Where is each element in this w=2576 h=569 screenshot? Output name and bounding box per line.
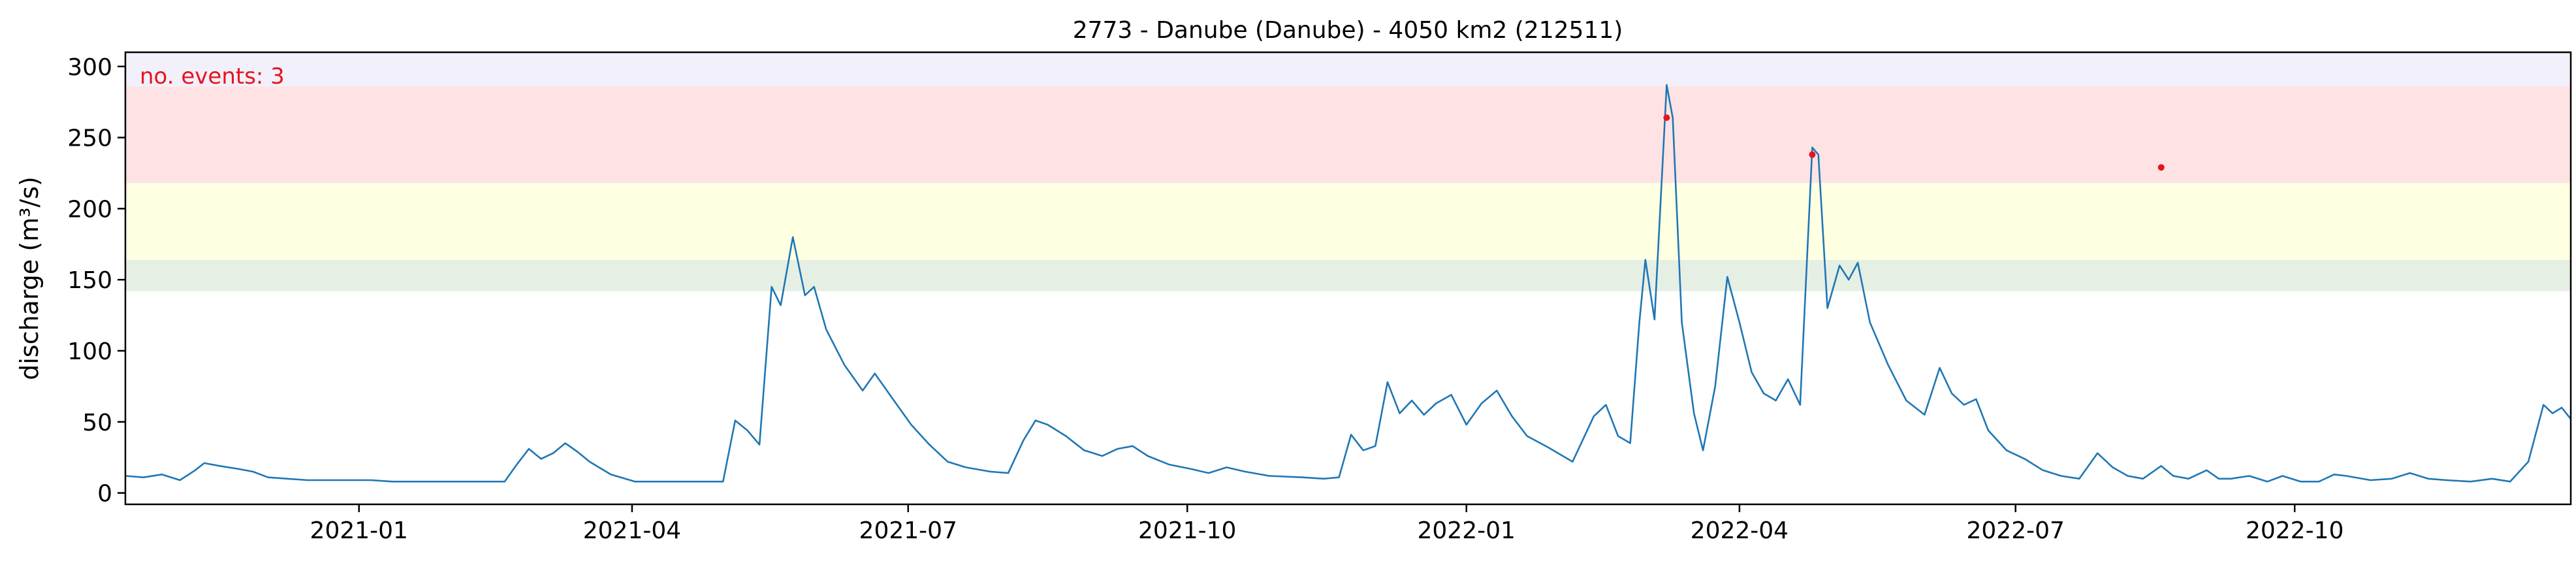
y-tick-label: 50 <box>82 410 112 436</box>
x-tick-label: 2022-01 <box>1417 517 1515 544</box>
y-tick-label: 250 <box>67 125 112 152</box>
y-tick-label: 150 <box>67 267 112 294</box>
x-tick-label: 2022-10 <box>2246 517 2344 544</box>
threshold-band <box>125 86 2571 184</box>
x-tick-label: 2021-07 <box>859 517 957 544</box>
flood-events <box>1663 114 2165 171</box>
y-axis-label: discharge (m³/s) <box>15 176 44 380</box>
x-tick-label: 2021-10 <box>1138 517 1236 544</box>
event-count-annotation: no. events: 3 <box>140 63 285 89</box>
event-point <box>2157 164 2165 171</box>
discharge-series <box>125 84 2572 483</box>
y-tick-label: 200 <box>67 196 112 223</box>
threshold-band <box>125 183 2571 260</box>
y-tick-label: 100 <box>67 338 112 365</box>
event-point <box>1809 151 1816 158</box>
plot-frame <box>124 51 2572 506</box>
y-tick-label: 0 <box>97 481 112 508</box>
x-tick-label: 2022-07 <box>1966 517 2064 544</box>
y-tick-label: 300 <box>67 54 112 81</box>
x-tick-label: 2022-04 <box>1691 517 1789 544</box>
event-point <box>1663 114 1670 122</box>
x-axis-ticks: 2021-01 2021-04 2021-07 2021-10 2022-01 2022-… <box>310 504 2344 544</box>
x-tick-label: 2021-01 <box>310 517 408 544</box>
x-tick-label: 2021-04 <box>583 517 681 544</box>
threshold-band <box>125 259 2571 291</box>
y-axis-ticks: 0 50 100 150 200 250 300 <box>67 54 125 508</box>
threshold-bands <box>125 52 2571 291</box>
chart-title: 2773 - Danube (Danube) - 4050 km2 (21251… <box>1073 17 1623 44</box>
series-line <box>125 84 2572 483</box>
threshold-band <box>125 52 2571 87</box>
